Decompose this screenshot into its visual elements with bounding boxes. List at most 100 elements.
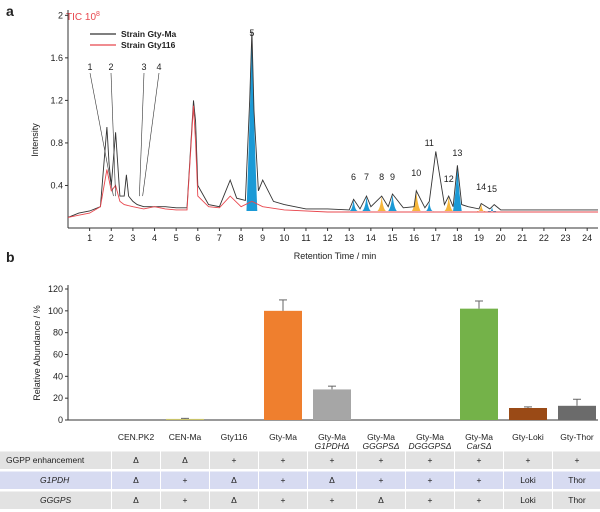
table-cell: + xyxy=(183,495,188,505)
peak-label-8: 8 xyxy=(379,172,384,182)
peak-arrow-2 xyxy=(110,72,116,197)
table-cell: + xyxy=(330,455,335,465)
table-cell: + xyxy=(183,475,188,485)
peak-label-13: 13 xyxy=(452,148,462,158)
peak-label-11: 11 xyxy=(425,138,434,148)
table-cell: + xyxy=(477,455,482,465)
chrom-x-tick-label: 22 xyxy=(539,233,549,243)
table-cell: + xyxy=(526,455,531,465)
chrom-x-tick-label: 10 xyxy=(279,233,289,243)
table-cell: Thor xyxy=(568,495,586,505)
table-cell: Δ xyxy=(329,475,335,485)
table-cell: + xyxy=(379,475,384,485)
chrom-y-tick-label: 1.2 xyxy=(50,95,63,105)
category-sublabel-7: CarSΔ xyxy=(466,441,491,451)
bar-9 xyxy=(558,405,596,420)
table-cell: + xyxy=(575,455,580,465)
peak-fill-15 xyxy=(487,206,497,213)
table-cell: + xyxy=(379,455,384,465)
peak-fill-5 xyxy=(246,31,258,211)
bar-y-tick-label: 20 xyxy=(53,393,63,403)
tic-unit-label: TIC 108 xyxy=(66,11,100,23)
bar-y-tick-label: 100 xyxy=(48,306,63,316)
table-cell: Δ xyxy=(182,455,188,465)
chrom-y-tick-label: 0.4 xyxy=(50,180,63,190)
chrom-y-tick-label: 1.6 xyxy=(50,53,63,63)
table-row-label-2: GGGPS xyxy=(40,495,72,505)
chrom-line-series-1 xyxy=(67,105,598,218)
table-cell: Loki xyxy=(520,475,536,485)
chrom-x-tick-label: 17 xyxy=(431,233,441,243)
bar-7 xyxy=(460,308,498,420)
bar-4 xyxy=(313,389,351,420)
chrom-x-tick-label: 19 xyxy=(474,233,484,243)
chrom-x-tick-label: 2 xyxy=(109,233,114,243)
category-label-7: Gty-Ma xyxy=(465,432,493,442)
bar-y-tick-label: 80 xyxy=(53,328,63,338)
chrom-x-tick-label: 15 xyxy=(387,233,397,243)
table-row-0-bg xyxy=(0,451,600,469)
chrom-x-tick-label: 20 xyxy=(496,233,506,243)
chrom-x-tick-label: 3 xyxy=(130,233,135,243)
bar-y-tick-label: 120 xyxy=(48,284,63,294)
table-cell: + xyxy=(428,455,433,465)
bar-chart: 0 20 40 60 80 100 120 CEN.PK2 CEN-Ma Gty116 Gty-Ma… xyxy=(48,284,598,451)
table-cell: + xyxy=(281,495,286,505)
peak-fill-13 xyxy=(453,165,462,211)
chrom-line-series-0 xyxy=(67,31,598,218)
chrom-x-tick-label: 11 xyxy=(301,233,310,243)
chrom-x-tick-label: 1 xyxy=(87,233,92,243)
category-label-8: Gty-Loki xyxy=(512,432,544,442)
peak-label-9: 9 xyxy=(390,172,395,182)
peak-label-6: 6 xyxy=(351,172,356,182)
chrom-x-tick-label: 23 xyxy=(561,233,571,243)
chrom-x-tick-label: 4 xyxy=(152,233,157,243)
legend-label-gty-ma: Strain Gty-Ma xyxy=(121,29,177,39)
table-cell: Δ xyxy=(231,495,237,505)
category-label-0: CEN.PK2 xyxy=(118,432,155,442)
table-cell: Δ xyxy=(133,475,139,485)
table-row-label-1: G1PDH xyxy=(40,475,70,485)
category-sublabel-6: DGGGPSΔ xyxy=(408,441,451,451)
panel-a-label: a xyxy=(6,3,14,19)
table-cell: + xyxy=(428,495,433,505)
peak-arrow-3 xyxy=(139,72,145,197)
peak-label-15: 15 xyxy=(487,184,497,194)
panel-b-label: b xyxy=(6,249,15,265)
peak-label-7: 7 xyxy=(364,172,369,182)
peak-fill-7 xyxy=(362,196,371,211)
peak-fill-6 xyxy=(349,199,358,211)
chromatogram-plot: 0.40.81.21.621 2 3 4 5 6 7 8 9 10 11 12 13 14 15 16 17 18… xyxy=(50,10,598,243)
table-cell: + xyxy=(281,455,286,465)
chrom-x-axis-label: Retention Time / min xyxy=(294,251,377,261)
peak-label-1: 1 xyxy=(87,62,92,72)
category-label-4: Gty-Ma xyxy=(318,432,346,442)
table-cell: + xyxy=(232,455,237,465)
peak-fill-9 xyxy=(388,193,397,211)
bar-y-tick-label: 0 xyxy=(58,415,63,425)
chrom-y-tick-label: 2 xyxy=(58,10,63,20)
category-label-6: Gty-Ma xyxy=(416,432,444,442)
chrom-x-tick-label: 5 xyxy=(174,233,179,243)
category-sublabel-4: G1PDHΔ xyxy=(315,441,350,451)
category-label-1: CEN-Ma xyxy=(169,432,202,442)
table-cell: Δ xyxy=(133,495,139,505)
chrom-x-tick-label: 24 xyxy=(582,233,592,243)
table-row-2-bg xyxy=(0,491,600,509)
chrom-x-tick-label: 9 xyxy=(260,233,265,243)
peak-arrow-4 xyxy=(142,72,160,197)
chrom-y-tick-label: 0.8 xyxy=(50,138,63,148)
peak-fill-12 xyxy=(444,196,454,211)
table-cell: + xyxy=(428,475,433,485)
bar-y-axis-label: Relative Abundance / % xyxy=(32,305,42,401)
legend: Strain Gty-Ma Strain Gty116 xyxy=(90,29,177,50)
peak-label-14: 14 xyxy=(476,182,486,192)
table-cell: Δ xyxy=(231,475,237,485)
category-label-9: Gty-Thor xyxy=(560,432,594,442)
peak-fill-11 xyxy=(424,201,434,212)
table-cell: Δ xyxy=(133,455,139,465)
chrom-x-tick-label: 16 xyxy=(409,233,419,243)
peak-label-5: 5 xyxy=(249,28,254,38)
table-cell: Thor xyxy=(568,475,586,485)
